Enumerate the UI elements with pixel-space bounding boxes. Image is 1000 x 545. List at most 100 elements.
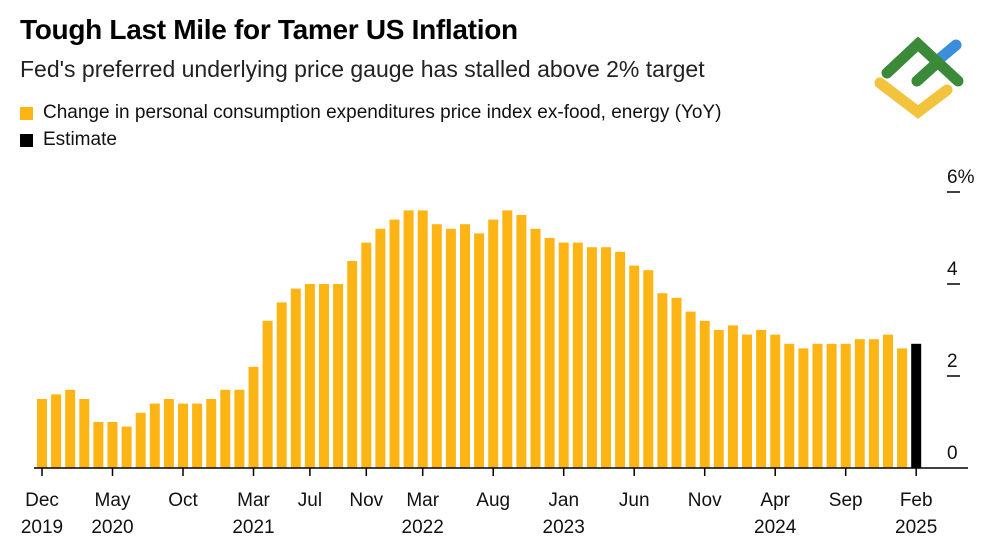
bar (488, 219, 499, 468)
bar (234, 389, 245, 468)
bar (657, 293, 668, 468)
x-tick-label: May (95, 490, 131, 511)
x-tick-label: Oct (168, 490, 198, 511)
bar (601, 247, 611, 468)
bar (643, 270, 654, 468)
legend-item-estimate: Estimate (20, 129, 117, 151)
bar (784, 343, 795, 468)
bar (854, 339, 865, 468)
legend-swatch-pce (20, 106, 33, 120)
bar (79, 399, 90, 468)
bar (149, 403, 160, 468)
bar (615, 251, 626, 468)
bar (868, 339, 879, 468)
x-tick-year: 2025 (895, 517, 937, 538)
bar (671, 297, 682, 468)
bar (319, 284, 329, 468)
y-tick-label: 2 (947, 351, 958, 372)
bar (883, 334, 893, 468)
x-tick-label: Jun (619, 490, 650, 511)
logo-yellow-chevron (874, 77, 953, 119)
bar (107, 422, 118, 468)
logo-green-stroke (911, 56, 944, 87)
x-tick-label: Apr (760, 490, 790, 511)
bar (290, 288, 301, 468)
bar (713, 330, 724, 468)
bar (51, 394, 62, 468)
estimate-bar (911, 343, 922, 468)
x-tick-year: 2020 (91, 517, 133, 538)
x-tick-label: Jan (548, 490, 579, 511)
x-tick-year: 2022 (402, 517, 444, 538)
bar (798, 348, 809, 468)
x-tick-year: 2024 (754, 517, 797, 538)
bar (192, 403, 203, 468)
bar (812, 343, 823, 468)
bar (544, 238, 555, 468)
bar (699, 320, 710, 468)
logo (874, 36, 964, 119)
y-tick-label: 0 (947, 443, 958, 464)
x-tick-label: Jul (298, 490, 322, 511)
x-tick-label: Mar (406, 490, 439, 511)
x-tick-label: Mar (237, 490, 270, 511)
x-tick-label: Sep (829, 490, 863, 511)
legend-item-pce: Change in personal consumption expenditu… (20, 102, 721, 124)
bar (220, 389, 231, 468)
bar (178, 403, 188, 468)
bar (460, 224, 470, 468)
legend-label-pce: Change in personal consumption expenditu… (43, 102, 722, 123)
x-tick-label: Aug (476, 490, 510, 511)
bar (685, 311, 696, 468)
bar (361, 242, 372, 468)
bar (206, 399, 217, 468)
bar (248, 366, 259, 468)
x-tick-label: Feb (900, 490, 933, 511)
bar (826, 343, 837, 468)
bar (389, 219, 400, 468)
legend-swatch-estimate (20, 133, 33, 147)
bar (347, 261, 358, 468)
x-tick-label: Nov (349, 490, 383, 511)
bar (276, 302, 287, 468)
bar (770, 334, 781, 468)
chart-title: Tough Last Mile for Tamer US Inflation (20, 14, 518, 45)
bar (121, 426, 132, 468)
bar (586, 247, 597, 468)
y-tick-label: 6% (947, 167, 975, 188)
bar (558, 242, 569, 468)
bar (897, 348, 908, 468)
chart-subtitle: Fed's preferred underlying price gauge h… (20, 56, 705, 82)
bar (304, 284, 315, 468)
bar (431, 224, 442, 468)
bar (727, 325, 738, 468)
bar (629, 265, 640, 468)
bar (93, 422, 104, 468)
bar (262, 320, 273, 468)
bar (756, 330, 767, 468)
bar (65, 389, 76, 468)
bar (502, 210, 513, 468)
bar (840, 343, 851, 468)
bar (37, 399, 47, 468)
legend-label-estimate: Estimate (43, 129, 117, 150)
bar (742, 334, 752, 468)
bar (163, 399, 174, 468)
bar (516, 215, 527, 468)
bar (474, 233, 485, 468)
x-tick-year: 2019 (21, 517, 63, 538)
x-tick-label: Nov (688, 490, 722, 511)
x-tick-year: 2023 (543, 517, 585, 538)
y-tick-label: 4 (947, 259, 958, 280)
bar (445, 228, 456, 468)
bar (333, 284, 344, 468)
logo-green-chevron (881, 36, 964, 87)
bar (403, 210, 414, 468)
bar (135, 412, 146, 468)
bar (375, 228, 386, 468)
bar (530, 228, 541, 468)
x-tick-label: Dec (25, 490, 59, 511)
bar (572, 242, 583, 468)
